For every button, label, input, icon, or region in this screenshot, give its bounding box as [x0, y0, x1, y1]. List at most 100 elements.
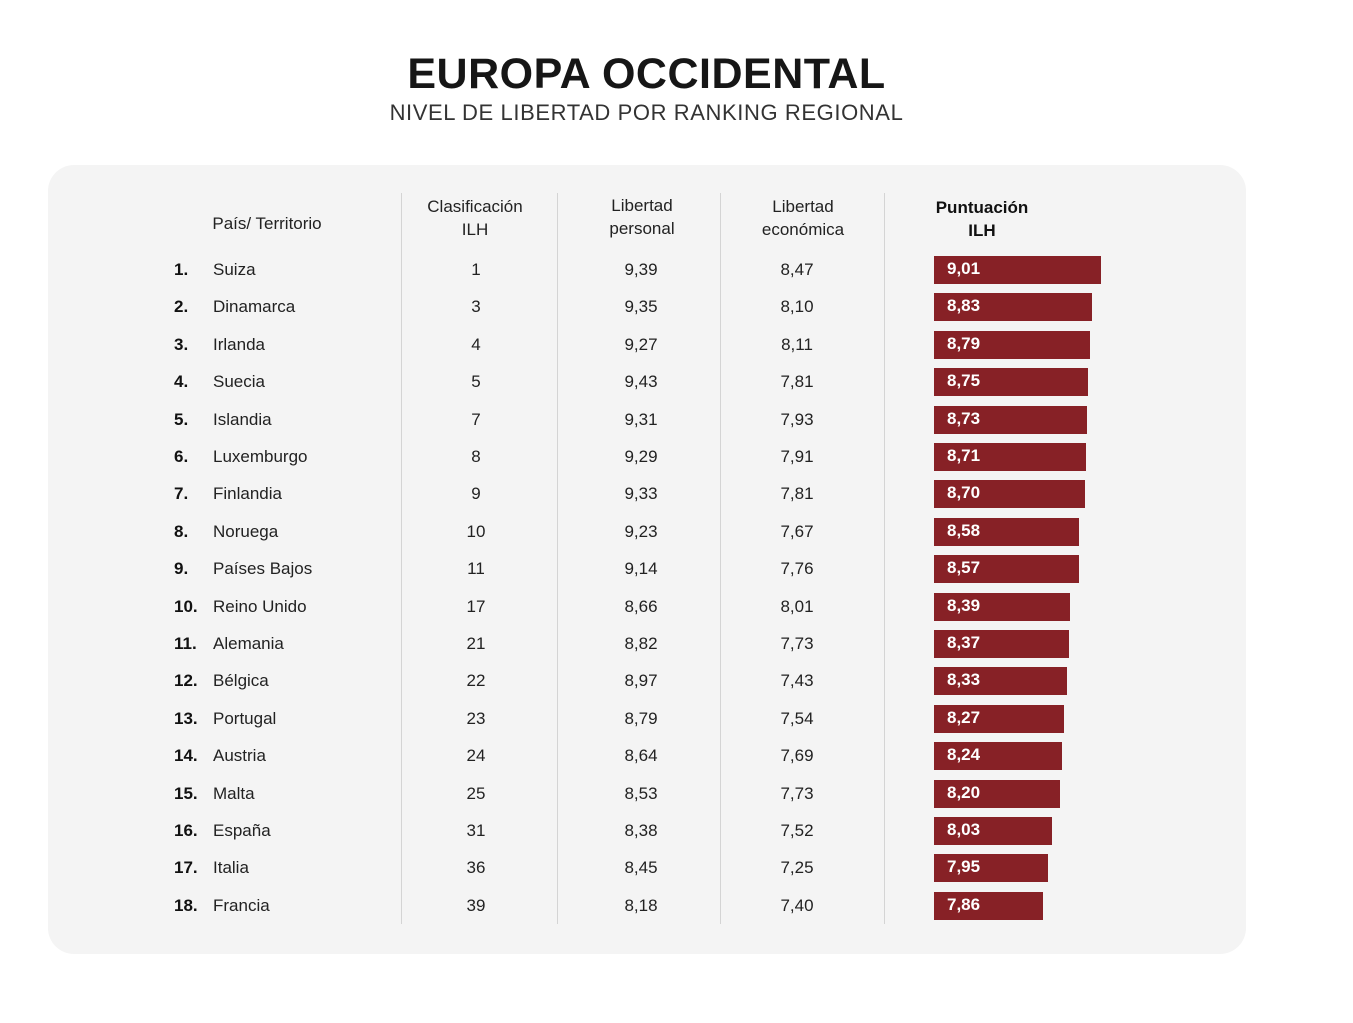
- score-bar: [934, 892, 1043, 920]
- table-row: 6. Luxemburgo 8 9,29 7,91 8,71: [0, 443, 1353, 471]
- row-personal-freedom: 8,66: [624, 597, 658, 616]
- score-bar: [934, 854, 1048, 882]
- row-rank: 11.: [174, 634, 197, 653]
- score-bar-label: 8,83: [947, 296, 981, 315]
- row-personal-freedom: 8,18: [624, 896, 658, 915]
- header-ilh-rank: Clasificación ILH: [405, 195, 545, 241]
- row-economic-freedom: 7,25: [780, 858, 814, 877]
- row-country: Países Bajos: [213, 559, 313, 578]
- row-country: Reino Unido: [213, 597, 307, 616]
- row-economic-freedom: 7,93: [780, 410, 814, 429]
- column-divider: [557, 193, 558, 924]
- row-economic-freedom: 7,40: [780, 896, 814, 915]
- header-score-line2: ILH: [968, 221, 996, 240]
- score-bar-label: 8,03: [947, 820, 981, 839]
- score-bar-label: 8,73: [947, 409, 981, 428]
- row-economic-freedom: 8,11: [781, 335, 813, 354]
- score-bar: [934, 368, 1088, 396]
- header-ilh-rank-line1: Clasificación: [427, 197, 523, 216]
- row-personal-freedom: 8,82: [624, 634, 658, 653]
- row-personal-freedom: 9,33: [624, 484, 658, 503]
- score-bar-label: 7,86: [947, 895, 981, 914]
- row-country: Austria: [213, 746, 266, 765]
- score-bar-label: 8,58: [947, 521, 981, 540]
- header-score-line1: Puntuación: [935, 198, 1029, 217]
- row-ilh-rank: 11: [467, 559, 485, 578]
- row-economic-freedom: 7,52: [780, 821, 814, 840]
- row-country: Francia: [213, 896, 270, 915]
- row-ilh-rank: 1: [471, 260, 481, 279]
- score-bar: [934, 780, 1060, 808]
- row-rank: 13.: [174, 709, 198, 728]
- header-economic-line2: económica: [761, 220, 845, 239]
- row-personal-freedom: 9,31: [624, 410, 658, 429]
- row-country: Noruega: [213, 522, 279, 541]
- column-divider: [884, 193, 885, 924]
- score-bar-label: 7,95: [947, 857, 981, 876]
- score-bar-label: 8,71: [947, 446, 981, 465]
- row-rank: 1.: [174, 260, 189, 279]
- score-bar-label: 8,37: [947, 633, 981, 652]
- row-rank: 7.: [174, 484, 189, 503]
- row-personal-freedom: 9,14: [624, 559, 658, 578]
- row-personal-freedom: 8,79: [624, 709, 658, 728]
- row-country: Portugal: [213, 709, 277, 728]
- row-economic-freedom: 8,10: [780, 297, 814, 316]
- row-country: Finlandia: [213, 484, 282, 503]
- row-economic-freedom: 7,76: [780, 559, 814, 578]
- row-personal-freedom: 8,53: [624, 784, 658, 803]
- score-bar-label: 8,57: [947, 558, 981, 577]
- header-personal: Libertad personal: [572, 194, 712, 240]
- score-bar: [934, 518, 1079, 546]
- score-bar: [934, 331, 1090, 359]
- row-personal-freedom: 8,45: [624, 858, 658, 877]
- row-personal-freedom: 9,39: [624, 260, 658, 279]
- table-row: 17. Italia 36 8,45 7,25 7,95: [0, 854, 1353, 882]
- row-rank: 12.: [174, 671, 198, 690]
- row-rank: 16.: [174, 821, 198, 840]
- row-economic-freedom: 7,73: [780, 634, 814, 653]
- score-bar: [934, 480, 1085, 508]
- row-ilh-rank: 24: [466, 746, 486, 765]
- header-personal-line1: Libertad: [611, 196, 673, 215]
- row-ilh-rank: 31: [466, 821, 486, 840]
- score-bar: [934, 293, 1092, 321]
- score-bar: [934, 443, 1086, 471]
- table-row: 12. Bélgica 22 8,97 7,43 8,33: [0, 667, 1353, 695]
- row-country: Islandia: [213, 410, 272, 429]
- table-row: 16. España 31 8,38 7,52 8,03: [0, 817, 1353, 845]
- row-ilh-rank: 21: [466, 634, 486, 653]
- score-bar-label: 8,20: [947, 783, 981, 802]
- row-rank: 10.: [174, 597, 198, 616]
- row-rank: 2.: [174, 297, 189, 316]
- row-country: Luxemburgo: [213, 447, 308, 466]
- table-row: 10. Reino Unido 17 8,66 8,01 8,39: [0, 593, 1353, 621]
- row-economic-freedom: 7,54: [780, 709, 814, 728]
- table-row: 7. Finlandia 9 9,33 7,81 8,70: [0, 480, 1353, 508]
- column-divider: [720, 193, 721, 924]
- table-row: 15. Malta 25 8,53 7,73 8,20: [0, 780, 1353, 808]
- row-rank: 14.: [174, 746, 198, 765]
- score-bar: [934, 593, 1070, 621]
- row-ilh-rank: 3: [471, 297, 481, 316]
- row-country: Suecia: [213, 372, 265, 391]
- row-country: Dinamarca: [213, 297, 296, 316]
- row-personal-freedom: 9,27: [624, 335, 658, 354]
- score-bar: [934, 630, 1069, 658]
- score-bar-label: 8,39: [947, 596, 981, 615]
- column-divider: [401, 193, 402, 924]
- row-personal-freedom: 9,23: [624, 522, 658, 541]
- row-ilh-rank: 39: [466, 896, 486, 915]
- row-ilh-rank: 9: [471, 484, 481, 503]
- table-row: 2. Dinamarca 3 9,35 8,10 8,83: [0, 293, 1353, 321]
- row-personal-freedom: 8,97: [624, 671, 658, 690]
- row-economic-freedom: 7,43: [780, 671, 814, 690]
- row-personal-freedom: 8,64: [624, 746, 658, 765]
- row-country: Malta: [213, 784, 255, 803]
- header-ilh-rank-line2: ILH: [461, 220, 489, 239]
- row-country: Bélgica: [213, 671, 269, 690]
- score-bar: [934, 256, 1101, 284]
- page-title: EUROPA OCCIDENTAL: [407, 50, 886, 98]
- score-bar-label: 8,75: [947, 371, 981, 390]
- table-row: 5. Islandia 7 9,31 7,93 8,73: [0, 406, 1353, 434]
